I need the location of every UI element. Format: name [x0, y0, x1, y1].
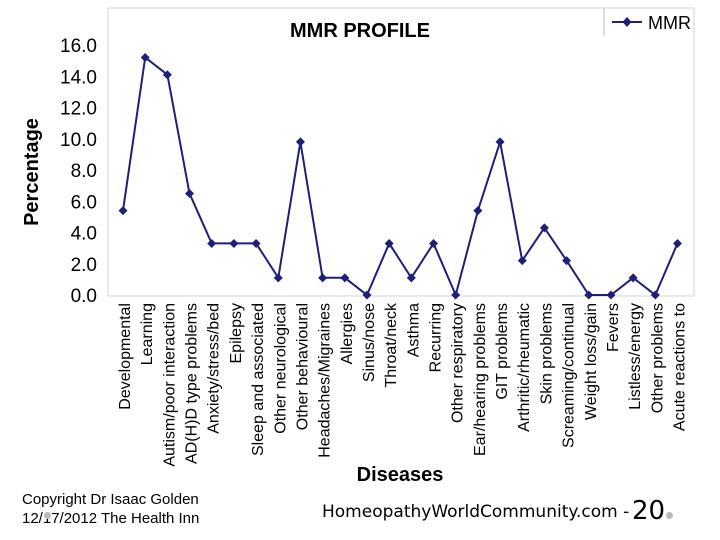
x-axis-label: Diseases [357, 464, 444, 486]
x-tick-label: GIT problems [494, 303, 511, 400]
y-axis-ticks: 0.0 2.0 4.0 6.0 8.0 10.0 12.0 14.0 16.0 [60, 36, 97, 307]
x-tick-label: Epilepsy [228, 303, 245, 363]
data-point [517, 256, 527, 266]
x-tick-label: Weight loss/gain [583, 303, 600, 420]
data-point [229, 238, 239, 248]
y-tick-label: 6.0 [71, 192, 97, 213]
x-tick-label: Listless/energy [627, 303, 644, 410]
x-tick-label: Other problems [649, 303, 666, 413]
data-point [340, 273, 350, 283]
data-point [406, 273, 416, 283]
x-tick-label: Ear/hearing problems [472, 303, 489, 456]
x-tick-label: Sinus/nose [361, 303, 378, 382]
y-tick-label: 12.0 [60, 99, 97, 120]
x-tick-label: Autism/poor interaction [161, 303, 178, 467]
x-tick-label: Fevers [605, 303, 622, 352]
x-tick-label: Throat/neck [383, 302, 400, 387]
x-tick-label: Arthritic/rheumatic [516, 303, 533, 432]
x-tick-label: Recurring [428, 303, 445, 372]
legend: MMR [612, 13, 691, 33]
copyright-line-2: 12/17/2012 The Health Inn [22, 510, 200, 527]
x-tick-label: Other behavioural [294, 303, 311, 430]
page-number: 20 [632, 496, 666, 526]
decor-dot-left [44, 512, 51, 519]
x-tick-label: Developmental [117, 303, 134, 410]
x-tick-label: Other neurological [272, 303, 289, 434]
x-tick-label: Headaches/Migraines [317, 303, 334, 458]
chart-title: MMR PROFILE [290, 20, 430, 42]
data-point [650, 290, 660, 300]
decor-dot-right [666, 512, 673, 519]
data-point [185, 188, 195, 198]
y-tick-label: 16.0 [60, 36, 97, 57]
data-point [384, 238, 394, 248]
data-point [451, 290, 461, 300]
data-point [162, 70, 172, 80]
data-point [251, 238, 261, 248]
plot-area [107, 7, 695, 297]
x-tick-label: Skin problems [538, 303, 555, 404]
site-name: HomeopathyWorldCommunity.com - [322, 502, 630, 522]
y-axis-label: Percentage [21, 118, 43, 226]
data-point [473, 206, 483, 216]
data-point [118, 206, 128, 216]
y-tick-label: 10.0 [60, 130, 97, 151]
x-tick-label: Learning [139, 303, 156, 365]
data-point [584, 290, 594, 300]
y-tick-label: 4.0 [71, 224, 97, 245]
data-point [207, 238, 217, 248]
data-point [295, 137, 305, 147]
data-point [628, 273, 638, 283]
copyright-line-1: Copyright Dr Isaac Golden [22, 491, 199, 508]
x-tick-label: Other respiratory [450, 303, 467, 423]
data-point [362, 290, 372, 300]
data-point [429, 238, 439, 248]
data-point [562, 256, 572, 266]
y-tick-label: 0.0 [71, 286, 97, 307]
x-tick-label: AD(H)D type problems [184, 303, 201, 464]
data-point [495, 137, 505, 147]
data-point [606, 290, 616, 300]
x-tick-label: Sleep and associated [250, 303, 267, 456]
legend-label: MMR [648, 13, 691, 33]
y-tick-label: 14.0 [60, 67, 97, 88]
x-tick-label: Screaming/continual [561, 303, 578, 448]
data-point [318, 273, 328, 283]
x-tick-label: Asthma [405, 303, 422, 357]
data-point [673, 238, 682, 248]
data-point [539, 223, 549, 233]
y-tick-label: 2.0 [71, 255, 97, 276]
data-point [273, 273, 283, 283]
x-tick-label: Anxiety/stress/bed [206, 303, 223, 434]
copyright-notice: Copyright Dr Isaac Golden 12/17/2012 The… [22, 490, 199, 528]
x-axis-ticks: Developmental Learning Autism/poor interac… [117, 302, 689, 467]
series-points-mmr [118, 53, 682, 300]
data-point [140, 53, 150, 62]
x-tick-label: Acute reactions to [672, 303, 689, 431]
x-tick-label: Allergies [339, 303, 356, 364]
y-tick-label: 8.0 [71, 161, 97, 182]
legend-marker [622, 17, 632, 27]
